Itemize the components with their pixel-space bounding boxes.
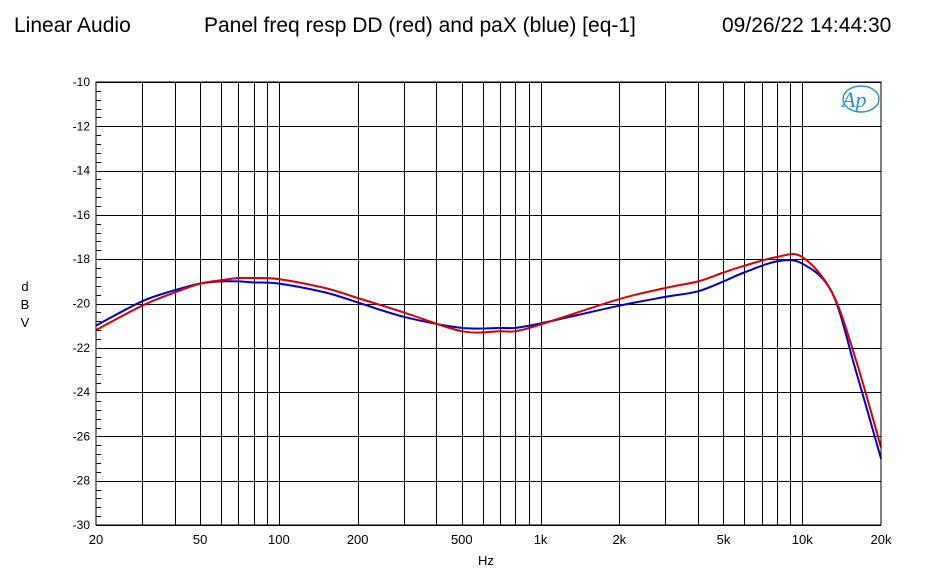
plot-frame xyxy=(95,81,882,526)
y-axis-label-letter: d xyxy=(21,279,29,294)
y-tick-label: -18 xyxy=(73,252,91,266)
chart-title: Panel freq resp DD (red) and paX (blue) … xyxy=(204,14,636,37)
y-axis-label-letter: B xyxy=(20,297,30,312)
series-line-blue xyxy=(95,259,882,459)
y-tick-label: -20 xyxy=(73,297,91,311)
y-tick-label: -28 xyxy=(73,474,91,488)
x-tick-label: 2k xyxy=(612,532,626,547)
x-tick-label: 500 xyxy=(451,532,473,547)
x-tick-label: 20k xyxy=(871,532,892,547)
x-tick-label: 50 xyxy=(193,532,207,547)
x-tick-label: 200 xyxy=(347,532,369,547)
x-axis-label: Hz xyxy=(478,553,494,568)
x-tick-label: 20 xyxy=(89,532,103,547)
y-tick-label: -24 xyxy=(73,385,91,399)
series-lines xyxy=(95,253,882,459)
y-tick-label: -14 xyxy=(73,164,91,178)
y-tick-label: -10 xyxy=(73,75,91,89)
header-app-name: Linear Audio xyxy=(14,14,131,37)
x-tick-label: 100 xyxy=(268,532,290,547)
y-tick-label: -26 xyxy=(73,429,91,443)
ap-logo-icon: Ap xyxy=(840,87,866,112)
grid xyxy=(96,82,881,526)
header-timestamp: 09/26/22 14:44:30 xyxy=(722,14,892,37)
y-tick-label: -16 xyxy=(73,208,91,222)
x-tick-label: 5k xyxy=(717,532,731,547)
ap-logo-ring-icon xyxy=(842,85,880,113)
y-tick-label: -22 xyxy=(73,341,91,355)
y-axis-label-letter: V xyxy=(20,315,30,330)
x-tick-label: 10k xyxy=(792,532,813,547)
x-tick-label: 1k xyxy=(534,532,548,547)
y-tick-label: -12 xyxy=(73,119,91,133)
y-tick-label: -30 xyxy=(73,518,91,532)
series-line-red xyxy=(95,253,882,448)
